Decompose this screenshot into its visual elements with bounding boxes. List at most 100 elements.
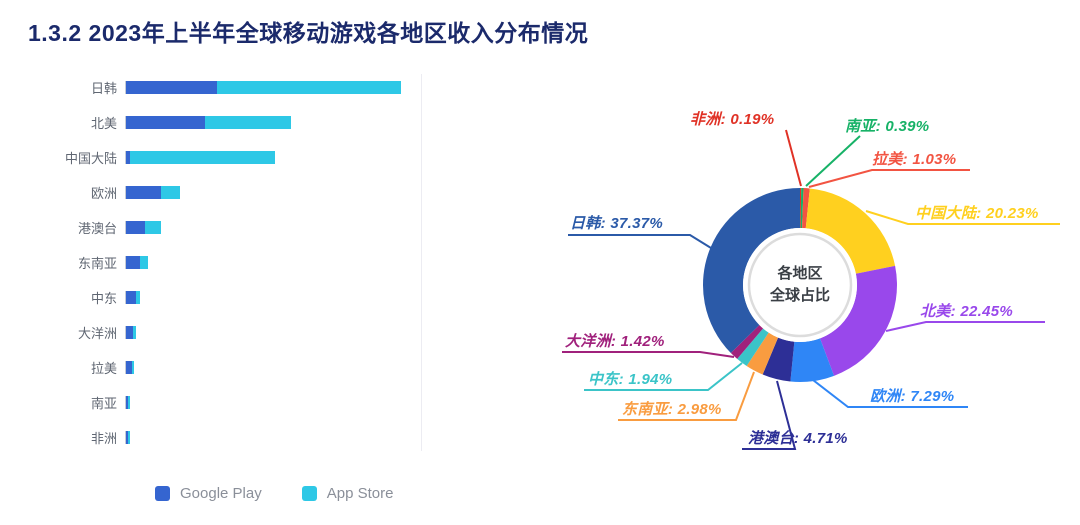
donut-label-4: 北美: 22.45% (920, 303, 1014, 320)
donut-leader-line (865, 210, 1060, 225)
donut-slice-4 (820, 265, 897, 376)
bar-segment-google-play (126, 256, 141, 269)
legend-swatch-icon (155, 486, 170, 501)
bar-segment-google-play (126, 326, 133, 339)
bar-legend: Google Play App Store (155, 485, 495, 502)
donut-label-0: 非洲: 0.19% (690, 111, 775, 128)
bar-track (125, 221, 420, 234)
bar-segment-google-play (126, 221, 146, 234)
bar-segment-google-play (126, 186, 161, 199)
donut-slice-9 (730, 324, 764, 359)
donut-slice-6 (762, 337, 795, 382)
donut-leader-line (742, 380, 797, 450)
donut-slice-5 (790, 338, 835, 382)
bar-row: 非洲 (55, 420, 495, 455)
donut-slice-8 (737, 328, 769, 367)
donut-label-6: 港澳台: 4.71% (748, 430, 848, 447)
bar-row: 大洋洲 (55, 315, 495, 350)
donut-label-2: 拉美: 1.03% (872, 151, 957, 168)
bar-row: 欧洲 (55, 175, 495, 210)
legend-label: App Store (326, 485, 394, 502)
bar-segment-app-store (135, 291, 141, 304)
bar-category-label: 中东 (90, 291, 117, 306)
bar-category-label: 中国大陆 (64, 151, 117, 166)
bar-category-label: 东南亚 (77, 256, 117, 271)
bar-segment-google-play (126, 81, 218, 94)
bar-track (125, 116, 420, 129)
bar-segment-google-play (126, 361, 132, 374)
bar-segment-app-store (128, 431, 130, 444)
bar-segment-app-store (217, 81, 401, 94)
donut-label-3: 中国大陆: 20.23% (915, 205, 1039, 222)
bar-segment-app-store (160, 186, 180, 199)
page-title: 1.3.2 2023年上半年全球移动游戏各地区收入分布情况 (28, 20, 589, 46)
bar-row: 港澳台 (55, 210, 495, 245)
legend-label: Google Play (180, 485, 262, 502)
bar-segment-app-store (204, 116, 291, 129)
bar-segment-google-play (126, 116, 205, 129)
donut-chart: 各地区 全球占比 非洲: 0.19% 南亚: 0.39% 拉美: 1.03% 中国大陆… (540, 60, 1080, 525)
bar-track (125, 81, 420, 94)
donut-leader-line (812, 379, 968, 408)
bar-segment-app-store (129, 151, 275, 164)
donut-leader-line (618, 371, 755, 421)
donut-label-10: 日韩: 37.37% (570, 215, 664, 232)
bar-row: 南亚 (55, 385, 495, 420)
donut-slice-0 (800, 188, 802, 228)
donut-leader-line (584, 362, 743, 391)
bar-segment-google-play (126, 396, 129, 409)
donut-leader-line (808, 169, 970, 188)
bar-segment-app-store (128, 396, 131, 409)
donut-slice-7 (746, 332, 779, 375)
legend-item-google-play: Google Play (155, 485, 262, 502)
donut-leader-line (805, 135, 861, 187)
donut-slice-1 (800, 188, 804, 229)
bar-row: 东南亚 (55, 245, 495, 280)
bar-category-label: 欧洲 (90, 186, 117, 201)
donut-label-1: 南亚: 0.39% (845, 118, 930, 135)
bar-segment-app-store (140, 256, 148, 269)
donut-slice-3 (805, 188, 896, 274)
bar-segment-google-play (126, 291, 136, 304)
donut-label-7: 东南亚: 2.98% (622, 401, 722, 418)
gridline (421, 74, 422, 451)
bar-segment-google-play (126, 151, 130, 164)
bar-category-label: 港澳台 (77, 221, 117, 236)
bar-category-label: 拉美 (90, 361, 117, 376)
donut-center-line1: 各地区 (777, 265, 823, 282)
bar-track (125, 186, 420, 199)
bar-row: 北美 (55, 105, 495, 140)
bar-rows: 日韩北美中国大陆欧洲港澳台东南亚中东大洋洲拉美南亚非洲 (55, 70, 495, 455)
legend-swatch-icon (301, 486, 317, 501)
donut-center-label: 各地区 全球占比 (770, 263, 830, 307)
donut-leader-line (562, 351, 735, 358)
donut-slice-10 (702, 188, 800, 354)
bar-track (125, 431, 420, 444)
donut-svg (562, 129, 1060, 450)
bar-category-label: 日韩 (90, 81, 117, 96)
legend-item-app-store: App Store (301, 485, 394, 502)
bar-track (125, 291, 420, 304)
bar-category-label: 南亚 (90, 396, 117, 411)
bar-track (125, 396, 420, 409)
bar-category-label: 非洲 (90, 431, 117, 446)
bar-category-label: 大洋洲 (77, 326, 117, 341)
bar-row: 日韩 (55, 70, 495, 105)
bar-row: 中国大陆 (55, 140, 495, 175)
bar-row: 中东 (55, 280, 495, 315)
donut-leader-line (885, 321, 1045, 332)
bar-track (125, 151, 420, 164)
bar-segment-app-store (145, 221, 161, 234)
bar-track (125, 256, 420, 269)
bar-chart: 日韩北美中国大陆欧洲港澳台东南亚中东大洋洲拉美南亚非洲 Google Play A… (55, 70, 495, 502)
bar-segment-app-store (131, 361, 134, 374)
donut-center-circle (747, 232, 853, 338)
bar-segment-app-store (132, 326, 137, 339)
bar-segment-google-play (126, 431, 128, 444)
bar-track (125, 326, 420, 339)
donut-leader-line (785, 129, 802, 187)
donut-slice-2 (802, 188, 810, 229)
bar-category-label: 北美 (90, 116, 117, 131)
bar-track (125, 361, 420, 374)
donut-center-line2: 全球占比 (769, 287, 831, 304)
